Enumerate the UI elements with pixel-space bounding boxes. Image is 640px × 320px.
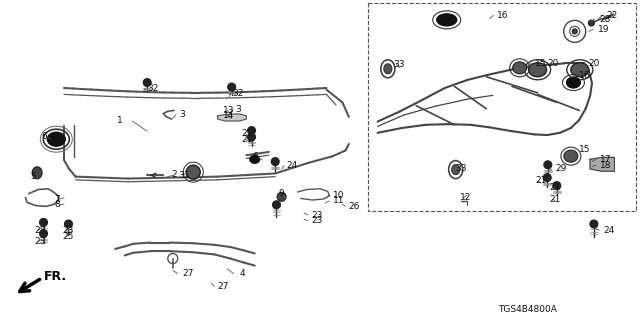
Text: 3: 3	[236, 105, 241, 114]
Text: TGS4B4800A: TGS4B4800A	[498, 305, 557, 314]
Circle shape	[553, 182, 561, 189]
Text: 10: 10	[333, 191, 344, 200]
Circle shape	[271, 158, 279, 166]
Text: 23: 23	[34, 226, 45, 235]
Ellipse shape	[277, 192, 286, 201]
Ellipse shape	[566, 77, 580, 88]
Text: 13: 13	[223, 106, 234, 115]
Circle shape	[544, 161, 552, 169]
Ellipse shape	[436, 14, 457, 26]
Circle shape	[40, 230, 47, 237]
Text: 9: 9	[278, 189, 284, 198]
Text: 27: 27	[218, 282, 229, 291]
Text: 24: 24	[287, 161, 298, 170]
Circle shape	[228, 83, 236, 91]
Text: 4: 4	[240, 269, 246, 278]
Text: 21: 21	[241, 135, 253, 144]
Text: 6: 6	[253, 152, 259, 161]
Text: 17: 17	[600, 155, 612, 164]
Text: 32: 32	[147, 84, 159, 92]
Text: 29: 29	[556, 164, 567, 173]
Text: 25: 25	[63, 232, 74, 241]
Ellipse shape	[32, 167, 42, 179]
Ellipse shape	[571, 63, 589, 77]
Circle shape	[590, 220, 598, 228]
Text: 20: 20	[548, 59, 559, 68]
Text: 21: 21	[549, 183, 561, 192]
Text: 21: 21	[549, 195, 561, 204]
Ellipse shape	[513, 62, 527, 74]
Text: 23: 23	[312, 211, 323, 220]
Text: 31: 31	[178, 171, 189, 180]
Text: 33: 33	[456, 164, 467, 173]
Text: 19: 19	[598, 25, 609, 34]
Text: 1: 1	[117, 116, 123, 125]
Bar	[368, 3, 636, 211]
Circle shape	[248, 133, 255, 141]
Circle shape	[143, 79, 151, 87]
Text: 26: 26	[349, 202, 360, 211]
Circle shape	[40, 218, 47, 227]
Text: 8: 8	[54, 200, 60, 209]
Text: FR.: FR.	[44, 269, 67, 283]
Text: 14: 14	[223, 111, 234, 120]
Text: 6: 6	[42, 132, 47, 141]
Text: 23: 23	[312, 216, 323, 225]
Text: 21: 21	[535, 176, 547, 185]
Text: 24: 24	[603, 226, 614, 235]
Text: 3: 3	[179, 110, 185, 119]
Text: 23: 23	[63, 226, 74, 235]
Text: 5: 5	[30, 172, 36, 181]
Ellipse shape	[452, 164, 460, 175]
Text: 16: 16	[497, 11, 509, 20]
Ellipse shape	[572, 29, 577, 34]
Text: 18: 18	[600, 161, 612, 170]
Text: 33: 33	[393, 60, 404, 69]
Circle shape	[588, 20, 595, 26]
Text: 2: 2	[172, 170, 177, 179]
Text: 12: 12	[460, 193, 471, 202]
Text: 28: 28	[599, 15, 611, 24]
Ellipse shape	[564, 150, 578, 162]
Text: 23: 23	[34, 237, 45, 246]
Ellipse shape	[186, 165, 200, 179]
Ellipse shape	[384, 64, 392, 74]
Text: 21: 21	[241, 129, 253, 138]
Text: 7: 7	[54, 195, 60, 204]
Text: 22: 22	[607, 11, 618, 20]
Circle shape	[248, 127, 255, 135]
Polygon shape	[218, 114, 246, 121]
Ellipse shape	[250, 156, 260, 164]
Text: 20: 20	[589, 59, 600, 68]
Text: 27: 27	[182, 269, 194, 278]
Ellipse shape	[47, 132, 65, 146]
Circle shape	[273, 201, 280, 209]
Polygon shape	[590, 157, 614, 171]
Text: 15: 15	[579, 145, 590, 154]
Text: 16: 16	[579, 71, 590, 80]
Circle shape	[543, 173, 551, 182]
Text: 32: 32	[232, 89, 244, 98]
Text: 11: 11	[333, 196, 344, 205]
Ellipse shape	[529, 63, 547, 77]
Circle shape	[65, 220, 72, 228]
Text: 15: 15	[535, 59, 547, 68]
